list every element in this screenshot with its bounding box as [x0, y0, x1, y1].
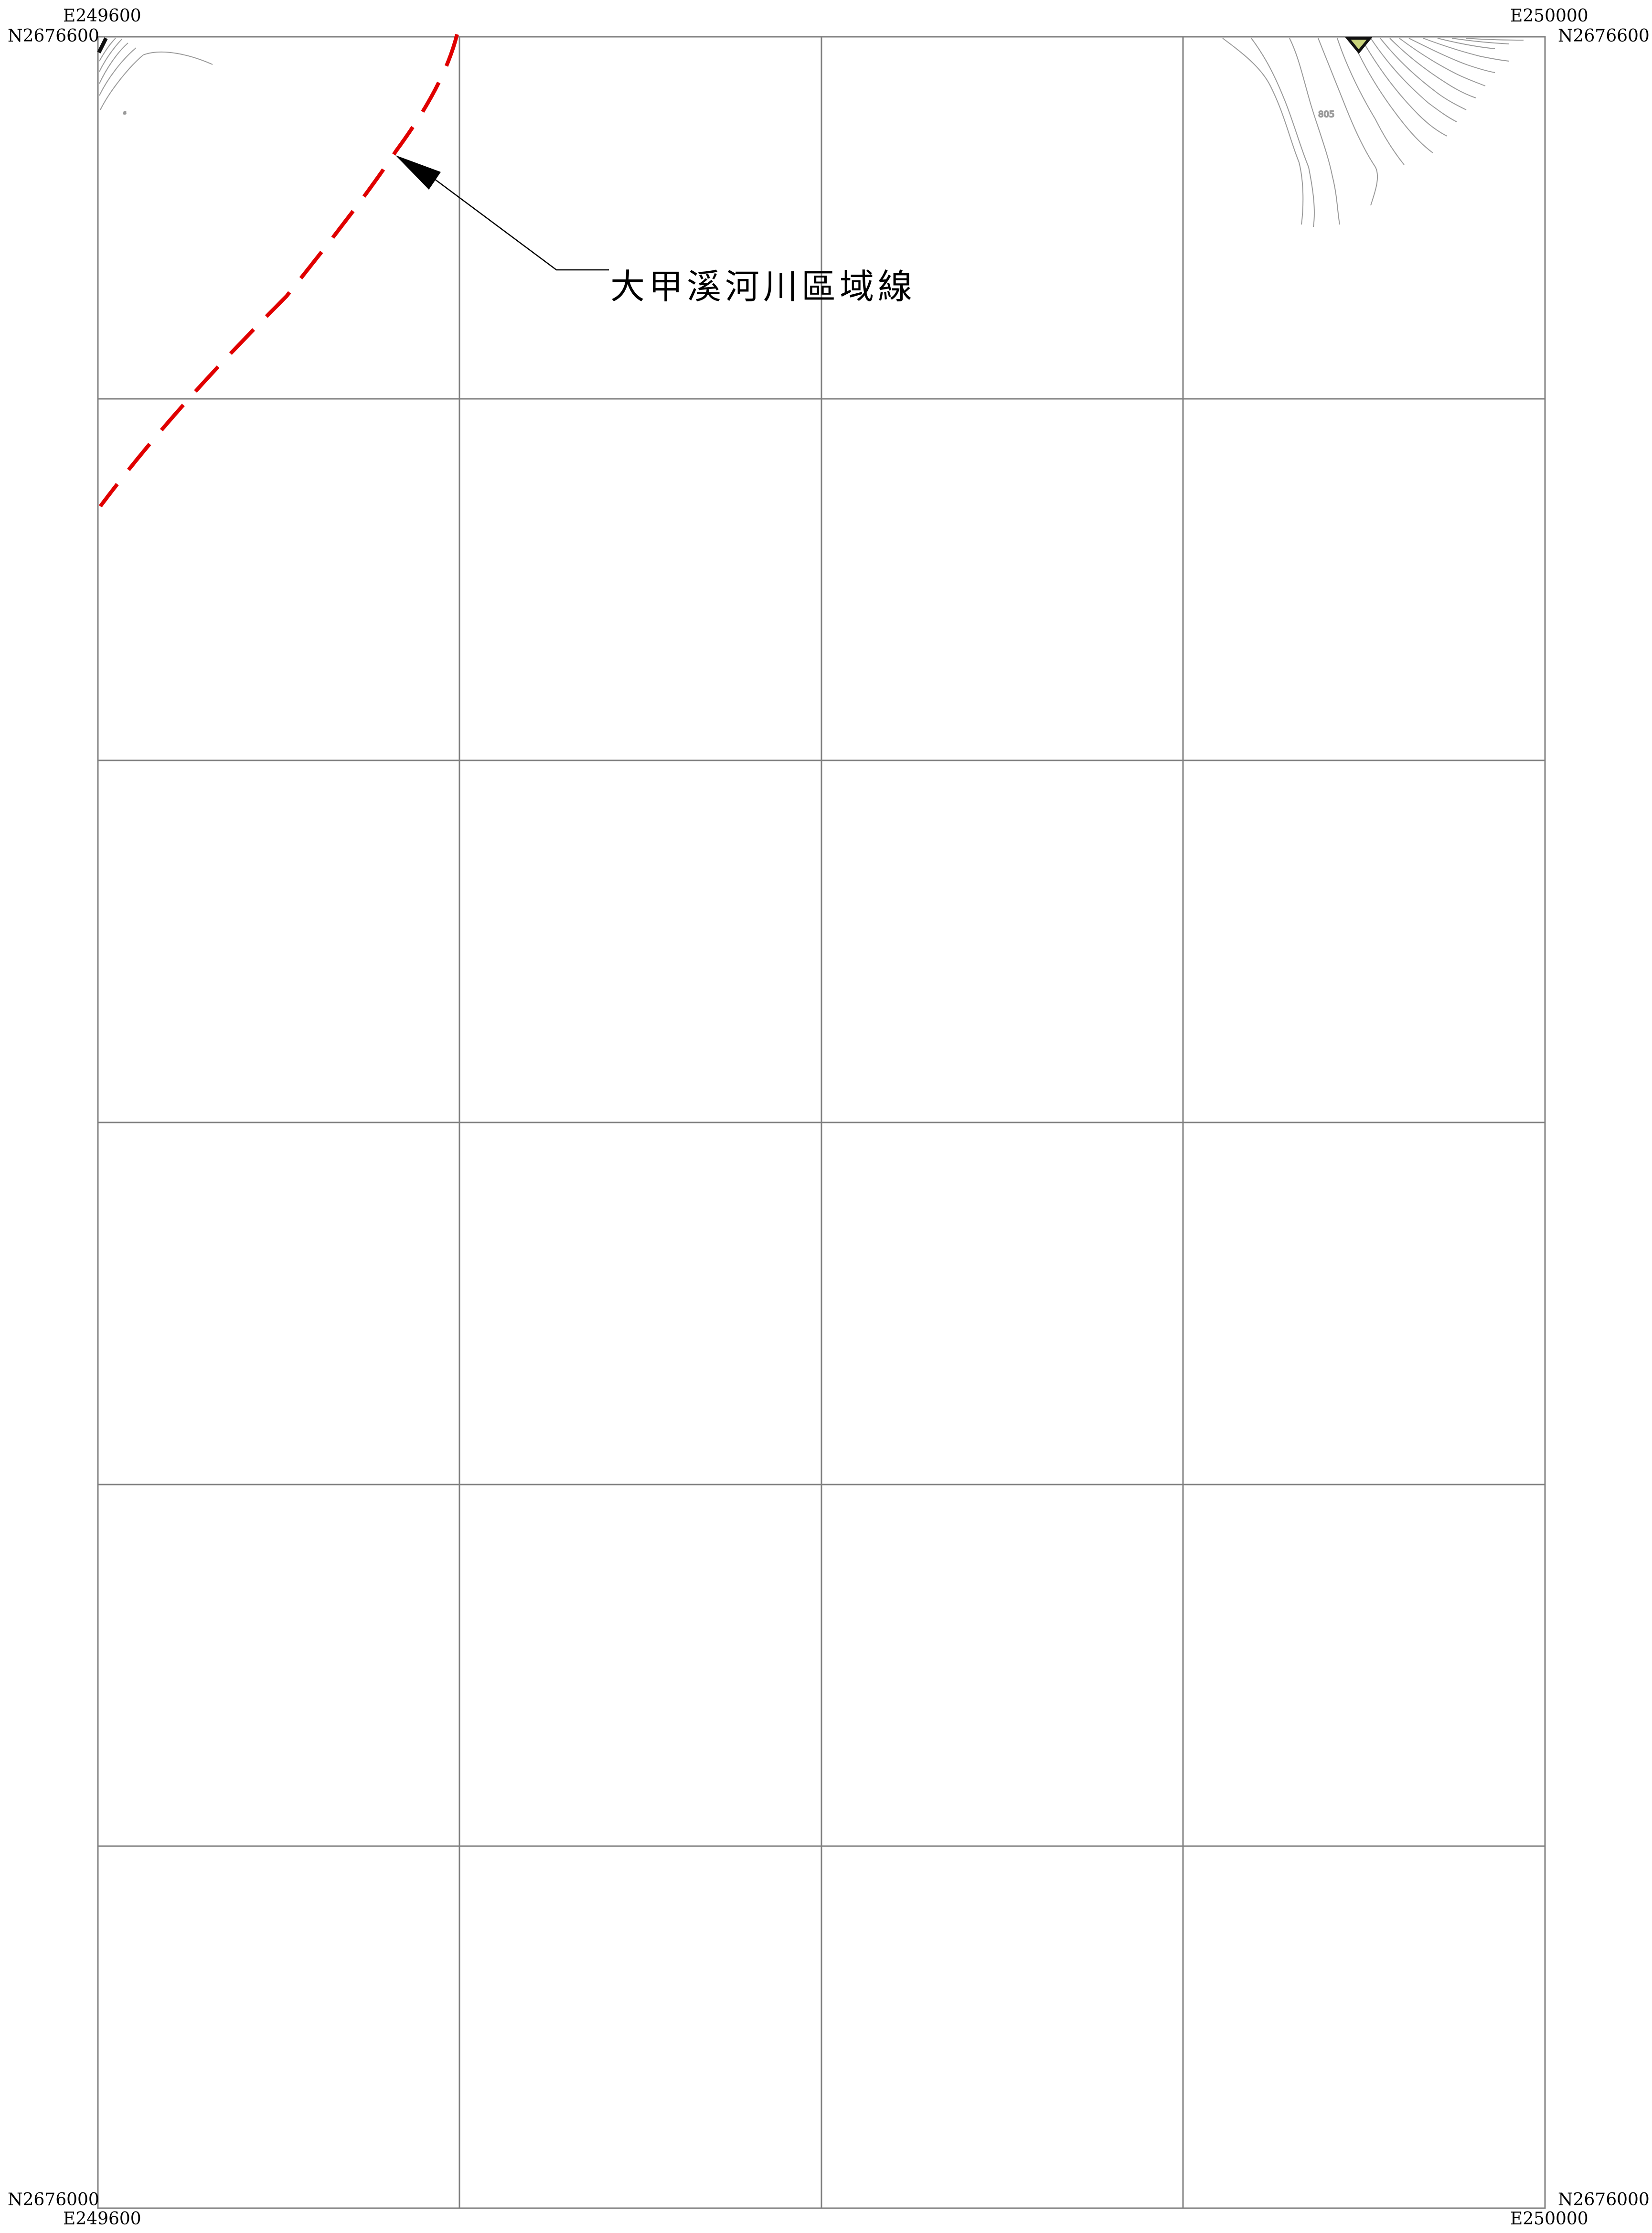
- contour-line: [1466, 38, 1524, 41]
- contour-lines-top-right: 805: [1222, 38, 1524, 227]
- contour-line: [1289, 38, 1340, 225]
- contour-line: [1399, 38, 1486, 86]
- contour-line: [1380, 38, 1467, 110]
- contour-line: [1251, 38, 1315, 227]
- coord-bottom-left-easting: E249600: [63, 2209, 141, 2229]
- terrain-marker: [1344, 37, 1373, 54]
- contour-line: [99, 39, 122, 72]
- coord-bottom-right-easting: E250000: [1510, 2209, 1588, 2229]
- river-boundary-label: 大甲溪河川區域線: [610, 267, 917, 307]
- river-boundary-line: [98, 34, 459, 508]
- contour-line: [1222, 38, 1304, 225]
- contour-line: [1437, 38, 1495, 49]
- coord-top-left-easting: E249600: [63, 6, 141, 26]
- contour-lines-top-left: ˢ: [99, 38, 213, 120]
- contour-line: [1370, 38, 1457, 122]
- coord-top-right-northing: N2676600: [1558, 26, 1650, 46]
- contour-elevation-label: 805: [1318, 109, 1334, 119]
- contour-line: [99, 43, 128, 84]
- coord-bottom-right-northing: N2676000: [1558, 2190, 1650, 2210]
- contour-line: [99, 38, 116, 62]
- coord-top-left-northing: N2676600: [8, 26, 99, 46]
- label-leader-line: [434, 178, 609, 271]
- contour-line: [1351, 38, 1433, 153]
- coord-top-right-easting: E250000: [1510, 6, 1588, 26]
- terrain-marker-top-right: [1344, 37, 1373, 54]
- contour-line: [100, 51, 213, 110]
- terrain-edge-top-left: [97, 37, 108, 53]
- contour-line: [1318, 38, 1378, 206]
- label-arrow-icon: [395, 155, 441, 190]
- contour-line: [1389, 38, 1476, 98]
- grid-lines: [98, 37, 1545, 2208]
- contour-line: [1423, 38, 1510, 62]
- contour-line: [1361, 38, 1448, 137]
- contour-line: [1337, 38, 1405, 165]
- contour-line: [1408, 38, 1495, 73]
- contour-mark: ˢ: [123, 109, 127, 119]
- contour-line: [99, 47, 137, 96]
- coord-bottom-left-northing: N2676000: [8, 2190, 99, 2210]
- contour-line: [1451, 38, 1510, 44]
